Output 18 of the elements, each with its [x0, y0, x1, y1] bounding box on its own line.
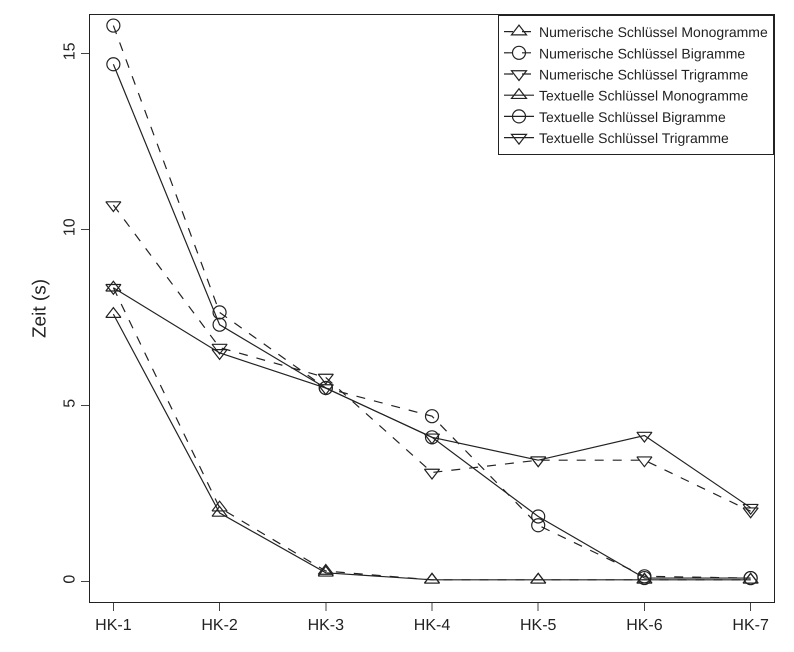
x-tick-label: HK-1 [95, 617, 132, 634]
y-tick-label: 15 [62, 42, 79, 60]
x-tick-label: HK-3 [308, 617, 344, 634]
x-tick-label: HK-4 [414, 617, 450, 634]
legend-label: Textuelle Schlüssel Trigramme [539, 130, 730, 146]
legend-label: Numerische Schlüssel Monogramme [539, 24, 768, 40]
x-tick-label: HK-5 [520, 617, 557, 634]
x-tick-label: HK-2 [201, 617, 238, 634]
y-axis-title: Zeit (s) [29, 278, 50, 338]
legend-label: Numerische Schlüssel Trigramme [539, 66, 748, 82]
y-tick-label: 0 [62, 574, 79, 584]
x-tick-label: HK-7 [732, 617, 769, 634]
legend-label: Numerische Schlüssel Bigramme [539, 45, 746, 62]
y-tick-label: 5 [62, 398, 79, 408]
legend-label: Textuelle Schlüssel Monogramme [539, 88, 749, 104]
y-tick-label: 10 [62, 218, 79, 236]
legend-label: Textuelle Schlüssel Bigramme [539, 108, 726, 125]
x-tick-label: HK-6 [626, 617, 663, 634]
